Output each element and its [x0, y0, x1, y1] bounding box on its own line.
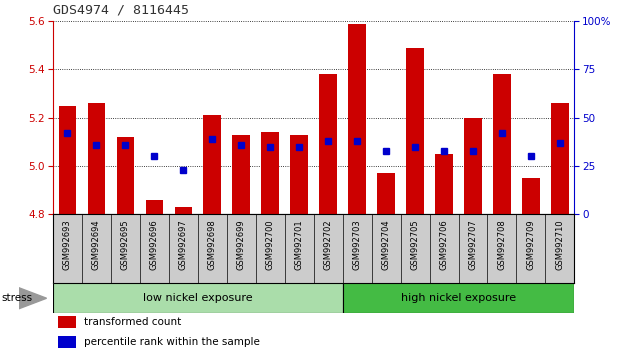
Text: GSM992700: GSM992700	[266, 220, 274, 270]
Bar	[53, 283, 343, 313]
Text: percentile rank within the sample: percentile rank within the sample	[84, 337, 260, 347]
Text: low nickel exposure: low nickel exposure	[143, 293, 253, 303]
Text: GSM992710: GSM992710	[555, 220, 564, 270]
Bar	[493, 74, 510, 214]
Text: high nickel exposure: high nickel exposure	[401, 293, 516, 303]
Bar	[117, 137, 134, 214]
Bar	[522, 178, 540, 214]
Bar	[343, 283, 574, 313]
Text: GSM992708: GSM992708	[497, 220, 507, 270]
Text: GSM992706: GSM992706	[440, 220, 448, 270]
Text: GDS4974 / 8116445: GDS4974 / 8116445	[53, 4, 189, 17]
Bar	[58, 337, 76, 348]
Bar	[551, 103, 569, 214]
Bar	[291, 135, 308, 214]
Bar	[261, 132, 279, 214]
Text: GSM992703: GSM992703	[353, 220, 361, 270]
Text: GSM992705: GSM992705	[410, 220, 420, 270]
Bar	[465, 118, 482, 214]
Bar	[319, 74, 337, 214]
Text: GSM992702: GSM992702	[324, 220, 333, 270]
Bar	[435, 154, 453, 214]
Text: GSM992701: GSM992701	[294, 220, 304, 270]
Text: GSM992698: GSM992698	[207, 220, 217, 270]
Text: GSM992704: GSM992704	[381, 220, 391, 270]
Bar	[348, 24, 366, 214]
Bar	[378, 173, 395, 214]
Bar	[88, 103, 105, 214]
Text: stress: stress	[1, 293, 32, 303]
Text: GSM992696: GSM992696	[150, 220, 159, 270]
Bar	[204, 115, 221, 214]
Text: GSM992707: GSM992707	[468, 220, 478, 270]
Text: GSM992695: GSM992695	[120, 220, 130, 270]
Bar	[58, 105, 76, 214]
Text: GSM992694: GSM992694	[92, 220, 101, 270]
Text: GSM992709: GSM992709	[527, 220, 535, 270]
Bar	[175, 207, 192, 214]
Bar	[232, 135, 250, 214]
Text: GSM992693: GSM992693	[63, 220, 72, 270]
Bar	[145, 200, 163, 214]
Text: transformed count: transformed count	[84, 317, 181, 327]
Text: GSM992697: GSM992697	[179, 220, 188, 270]
Text: GSM992699: GSM992699	[237, 220, 246, 270]
Polygon shape	[19, 287, 47, 309]
Bar	[406, 48, 424, 214]
Bar	[58, 316, 76, 327]
